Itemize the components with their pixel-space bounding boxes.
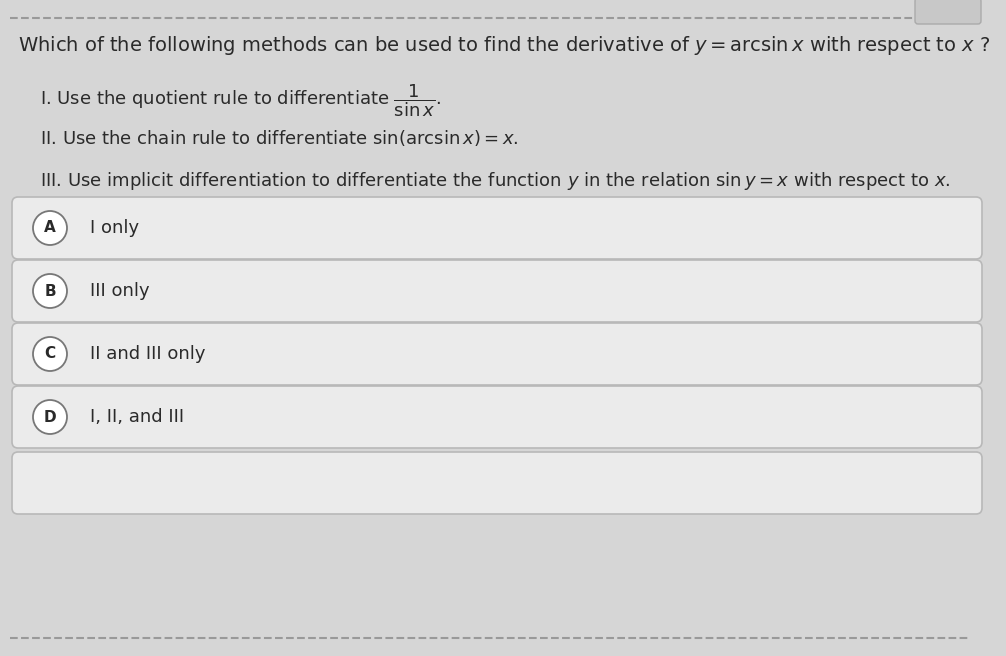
Text: I. Use the quotient rule to differentiate $\dfrac{1}{\sin x}$.: I. Use the quotient rule to differentiat… xyxy=(40,82,442,119)
Text: Which of the following methods can be used to find the derivative of $y=\arcsin : Which of the following methods can be us… xyxy=(18,34,991,57)
Circle shape xyxy=(33,274,67,308)
Text: III only: III only xyxy=(90,282,150,300)
Text: D: D xyxy=(43,409,56,424)
FancyBboxPatch shape xyxy=(12,197,982,259)
Text: A: A xyxy=(44,220,56,236)
FancyBboxPatch shape xyxy=(915,0,981,24)
Circle shape xyxy=(33,337,67,371)
Text: II. Use the chain rule to differentiate $\sin(\arcsin x) = x$.: II. Use the chain rule to differentiate … xyxy=(40,128,518,148)
Circle shape xyxy=(33,211,67,245)
Text: I, II, and III: I, II, and III xyxy=(90,408,184,426)
Text: B: B xyxy=(44,283,55,298)
FancyBboxPatch shape xyxy=(12,323,982,385)
FancyBboxPatch shape xyxy=(12,386,982,448)
Text: II and III only: II and III only xyxy=(90,345,205,363)
Text: I only: I only xyxy=(90,219,139,237)
Text: C: C xyxy=(44,346,55,361)
FancyBboxPatch shape xyxy=(12,452,982,514)
Text: III. Use implicit differentiation to differentiate the function $y$ in the relat: III. Use implicit differentiation to dif… xyxy=(40,170,951,192)
Circle shape xyxy=(33,400,67,434)
FancyBboxPatch shape xyxy=(12,260,982,322)
